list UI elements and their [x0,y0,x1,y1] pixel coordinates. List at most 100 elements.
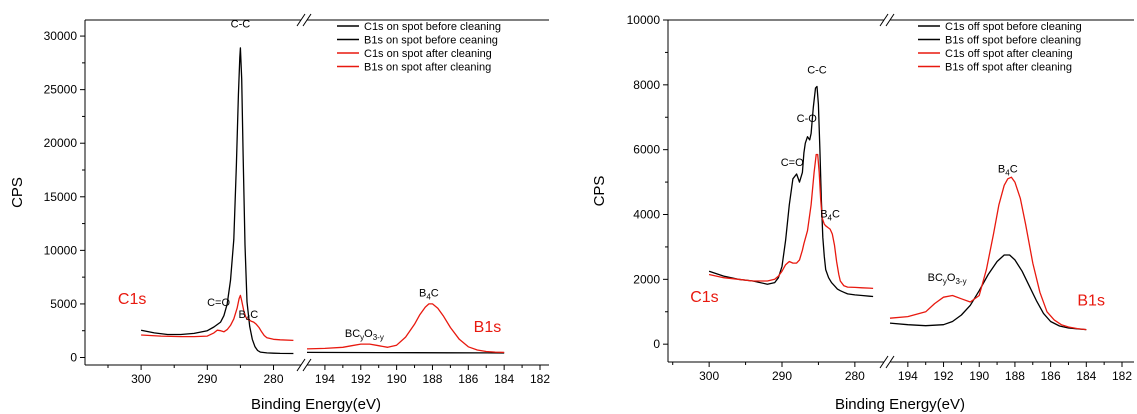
x-tick-label: 290 [772,369,792,383]
annotation-text: B [820,209,827,221]
annotation-text: B [238,309,245,321]
x-tick-label: 186 [1041,369,1061,383]
axis-break-mark [879,355,889,369]
y-axis-title: CPS [9,177,26,208]
annotation-text: C [431,287,439,299]
region-label: C1s [690,289,718,306]
y-tick-label: 8000 [633,78,660,92]
y-tick-label: 20000 [44,136,78,150]
peak-annotation: B4C [419,287,439,301]
y-tick-label: 15000 [44,190,78,204]
annotation-subscript: 4 [1005,168,1010,177]
annotation-text: C=O [207,297,230,309]
peak-annotation: C-C [231,19,251,31]
y-tick-label: 5000 [50,297,77,311]
annotation-text: BC [345,328,360,340]
y-tick-label: 25000 [44,83,78,97]
annotation-text: C=O [781,157,804,169]
axis-break-mark [302,358,312,372]
series-line-3 [889,254,1087,331]
x-axis-title: Binding Energy(eV) [835,396,965,413]
x-tick-label: 190 [969,369,989,383]
annotation-subscript: 3-y [955,277,966,286]
legend-label: C1s off spot before cleaning [945,21,1082,33]
x-tick-label: 184 [1076,369,1096,383]
annotation-text: B [419,287,426,299]
series-line-2 [141,294,294,342]
x-tick-label: 184 [494,372,514,386]
series-line-4 [306,303,505,354]
annotation-text: B [998,163,1005,175]
axis-break-mark [296,13,306,27]
y-tick-label: 0 [70,351,77,365]
y-tick-label: 0 [653,337,660,351]
annotation-text: C [1010,163,1018,175]
peak-annotation: C=O [207,297,230,309]
legend-label: B1s off spot after cleaning [945,62,1072,74]
chart-panel-2: 0 2000 4000 6000 8000 10000 300 290 280 194 192 190… [591,13,1134,413]
annotation-text: O [947,272,956,284]
series-line-1 [708,85,874,298]
peak-annotation: C-C [807,64,827,76]
axis-break-mark [302,13,312,27]
region-label: B1s [474,319,502,336]
annotation-subscript: y [943,277,947,286]
annotation-text: O [364,328,373,340]
x-tick-label: 280 [845,369,865,383]
x-tick-label: 280 [264,372,284,386]
axis-break-mark [879,13,889,27]
y-tick-label: 4000 [633,208,660,222]
x-tick-label: 290 [197,372,217,386]
axis-break-mark [296,358,306,372]
chart-panel-1: 0 5000 10000 15000 20000 25000 30000 300 290 280 1… [9,13,550,413]
peak-annotation: B4C [238,309,258,323]
series-line-4 [889,176,1087,331]
legend-label: C1s on spot before cleaning [364,21,501,33]
annotation-subscript: 4 [426,292,431,301]
annotation-subscript: y [360,333,364,342]
series-line-3 [306,351,505,354]
peak-annotation: B4C [820,209,840,223]
legend-label: B1s on spot before ceaning [364,35,498,47]
annotation-text: C-C [231,19,251,31]
x-tick-label: 182 [1112,369,1132,383]
axis-break-mark [885,355,895,369]
peak-annotation: BCyO3-y [345,328,384,342]
x-tick-label: 194 [315,372,335,386]
annotation-subscript: 3-y [373,333,384,342]
legend-label: B1s on spot after cleaning [364,62,491,74]
peak-annotation: C=O [781,157,804,169]
annotation-text: C-O [797,113,818,125]
annotation-subscript: 4 [246,314,251,323]
annotation-text: C [250,309,258,321]
peak-annotation: C-O [797,113,818,125]
legend-label: B1s off spot before cleaning [945,35,1081,47]
peak-annotation: BCyO3-y [928,272,967,286]
y-tick-label: 10000 [44,243,78,257]
x-tick-label: 300 [131,372,151,386]
x-axis-title: Binding Energy(eV) [251,396,381,413]
region-label: C1s [118,291,146,308]
x-tick-label: 190 [387,372,407,386]
x-tick-label: 194 [898,369,918,383]
y-tick-label: 2000 [633,272,660,286]
x-tick-label: 186 [458,372,478,386]
x-tick-label: 300 [699,369,719,383]
annotation-text: C [832,209,840,221]
x-tick-label: 188 [422,372,442,386]
series-line-1 [140,47,294,355]
legend-label: C1s on spot after cleaning [364,48,492,60]
series-line-2 [708,153,874,290]
peak-annotation: B4C [998,163,1018,177]
region-label: B1s [1077,292,1105,309]
annotation-subscript: 4 [828,214,833,223]
y-tick-label: 30000 [44,29,78,43]
x-tick-label: 192 [351,372,371,386]
axis-break-mark [885,13,895,27]
legend-label: C1s off spot after cleaning [945,48,1073,60]
x-tick-label: 182 [530,372,550,386]
y-axis-title: CPS [591,176,608,207]
x-tick-label: 188 [1005,369,1025,383]
y-tick-label: 6000 [633,143,660,157]
